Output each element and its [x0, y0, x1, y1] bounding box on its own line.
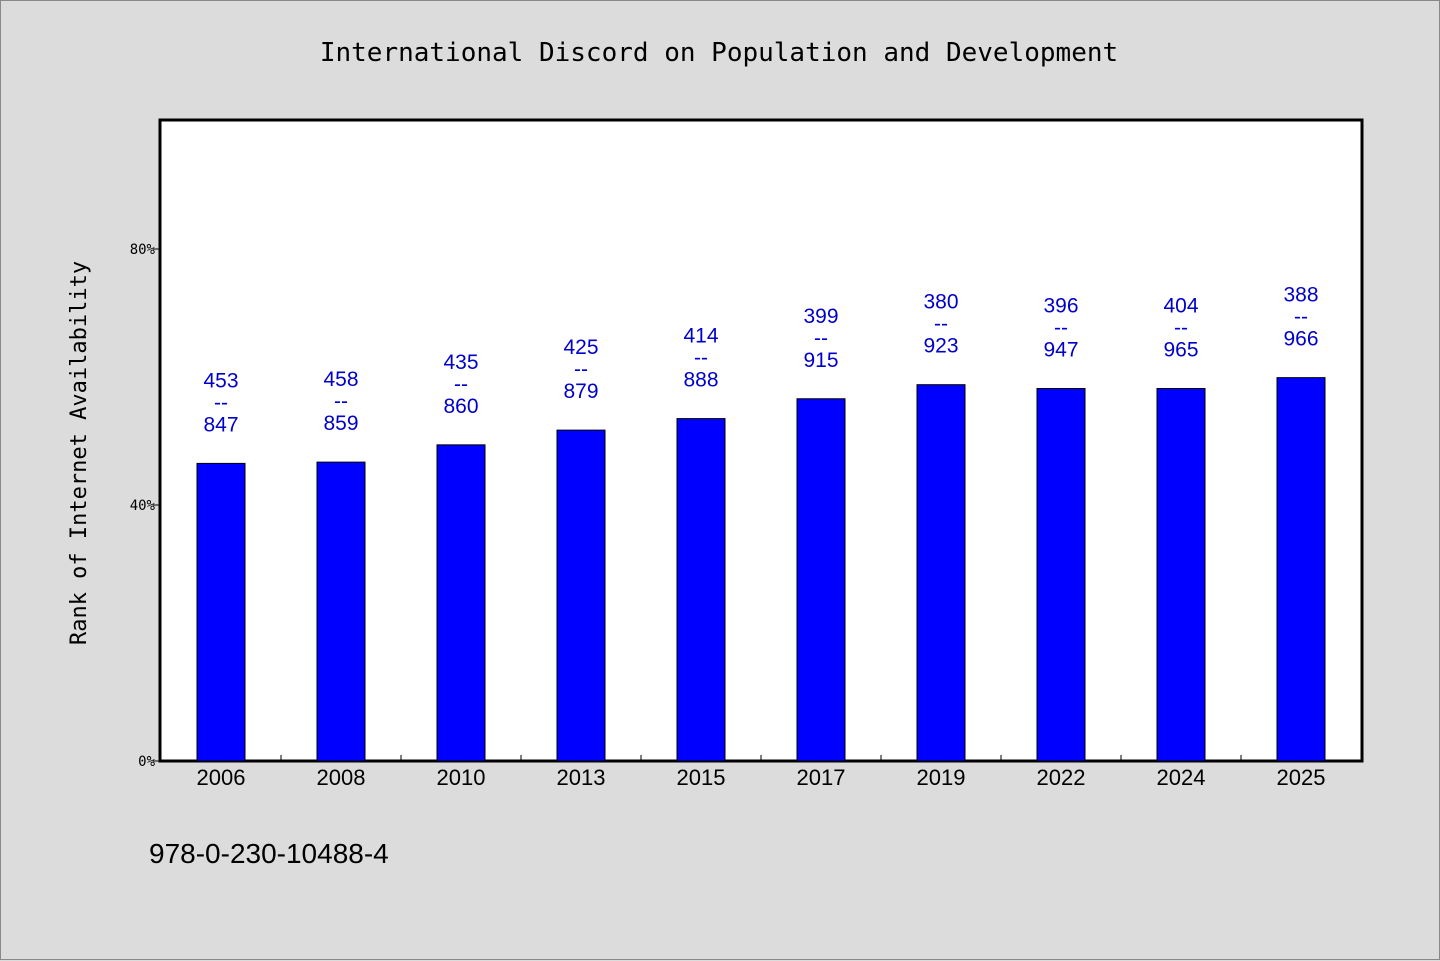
- chart-title: International Discord on Population and …: [320, 38, 1118, 68]
- bar: [676, 418, 726, 762]
- data-label: 879: [563, 380, 598, 403]
- data-label: 966: [1283, 328, 1318, 351]
- x-axis-ticks: 2006 2008 2010 2013 2015 2017 2019 2022 2024 2025: [197, 755, 1326, 790]
- data-label: --: [1174, 317, 1188, 340]
- data-label: --: [1294, 306, 1308, 329]
- bar: [1156, 388, 1206, 762]
- y-axis-ticks: 0% 40% 80%: [130, 242, 161, 770]
- bar: [916, 384, 966, 762]
- y-axis-label: Rank of Internet Availability: [67, 261, 92, 645]
- data-label: 396: [1043, 295, 1078, 318]
- x-tick-label: 2010: [437, 765, 486, 790]
- x-tick-label: 2019: [917, 765, 966, 790]
- bar: [316, 461, 366, 762]
- data-label: 859: [323, 412, 358, 435]
- data-label: --: [574, 358, 588, 381]
- data-label: 965: [1163, 339, 1198, 362]
- x-tick-label: 2017: [797, 765, 846, 790]
- data-label: 860: [443, 395, 478, 418]
- x-tick-label: 2015: [677, 765, 726, 790]
- x-tick-label: 2006: [197, 765, 246, 790]
- x-tick-label: 2008: [317, 765, 366, 790]
- bar: [1276, 377, 1326, 762]
- data-label: 399: [803, 305, 838, 328]
- data-label: 915: [803, 349, 838, 372]
- data-label: --: [934, 313, 948, 336]
- data-label: 414: [683, 325, 718, 348]
- data-label: 888: [683, 369, 718, 392]
- x-tick-label: 2025: [1277, 765, 1326, 790]
- data-label: 388: [1283, 284, 1318, 307]
- data-label: 435: [443, 351, 478, 374]
- data-label: --: [694, 347, 708, 370]
- x-tick-label: 2013: [557, 765, 606, 790]
- data-label: --: [1054, 317, 1068, 340]
- bar: [436, 444, 486, 762]
- bar: [196, 462, 246, 762]
- bar: [1036, 388, 1086, 762]
- x-tick-label: 2024: [1157, 765, 1206, 790]
- bars: [196, 377, 1326, 762]
- data-labels: 453--847458--859435--860425--879414--888…: [203, 284, 1318, 437]
- data-label: 947: [1043, 339, 1078, 362]
- y-tick-label: 80%: [130, 242, 156, 258]
- x-tick-label: 2022: [1037, 765, 1086, 790]
- data-label: 404: [1163, 295, 1198, 318]
- data-label: 923: [923, 335, 958, 358]
- data-label: 425: [563, 336, 598, 359]
- bar: [556, 429, 606, 762]
- data-label: --: [454, 373, 468, 396]
- data-label: 453: [203, 369, 238, 392]
- y-tick-label: 40%: [130, 498, 156, 514]
- y-tick-label: 0%: [138, 754, 155, 770]
- isbn-footer: 978-0-230-10488-4: [149, 838, 389, 869]
- data-label: 458: [323, 368, 358, 391]
- bar: [796, 398, 846, 762]
- data-label: --: [334, 390, 348, 413]
- data-label: --: [814, 327, 828, 350]
- data-label: 847: [203, 413, 238, 436]
- data-label: 380: [923, 291, 958, 314]
- data-label: --: [214, 391, 228, 414]
